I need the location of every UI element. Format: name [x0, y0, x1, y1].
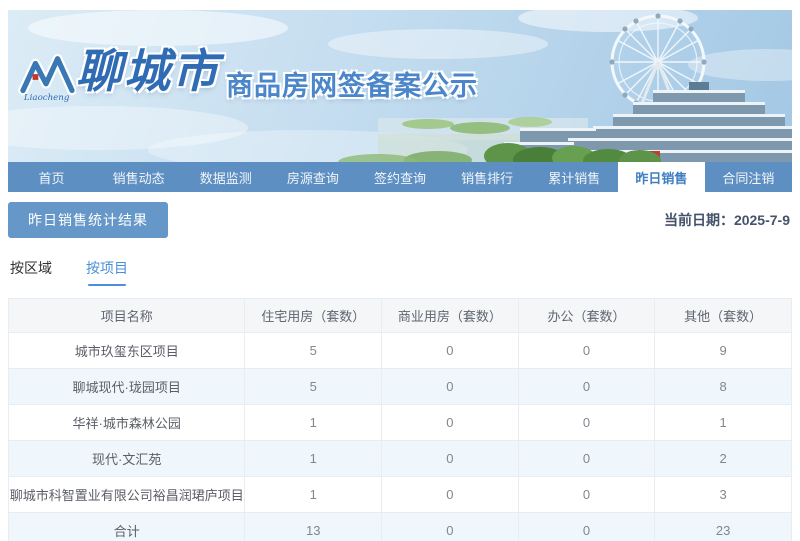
nav-item-listing-search[interactable]: 房源查询	[286, 170, 339, 186]
cell-other: 2	[654, 440, 792, 477]
cell-office: 0	[517, 368, 656, 405]
cell-residential: 5	[244, 368, 383, 405]
main-nav: 首页 销售动态 数据监测 房源查询 签约查询 销售排行 累计销售 昨日销售 合同…	[8, 162, 792, 192]
nav-item-data-monitor[interactable]: 数据监测	[199, 170, 252, 186]
cell-project-name: 聊城现代·珑园项目	[7, 368, 246, 405]
cell-project-name: 聊城市科智置业有限公司裕昌润珺庐项目	[7, 476, 246, 513]
cell-commercial: 0	[381, 440, 519, 477]
nav-item-sales-ranking[interactable]: 销售排行	[461, 170, 514, 186]
cell-other: 3	[654, 476, 792, 513]
cell-office: 0	[517, 332, 656, 369]
current-date: 当前日期：2025-7-9	[664, 210, 792, 230]
cell-office: 0	[517, 476, 656, 513]
cell-office: 0	[517, 404, 656, 441]
cell-commercial-total: 0	[381, 512, 519, 541]
cell-residential: 1	[244, 404, 383, 441]
cell-commercial: 0	[381, 476, 519, 513]
cell-residential-total: 13	[244, 512, 383, 541]
site-banner: Liaocheng 聊城市 商品房网签备案公示	[8, 10, 792, 162]
table-header-row: 项目名称 住宅用房（套数） 商业用房（套数） 办公（套数） 其他（套数）	[7, 298, 792, 333]
cell-commercial: 0	[381, 404, 519, 441]
cell-residential: 5	[244, 332, 383, 369]
city-logo-icon: Liaocheng	[18, 53, 76, 102]
cell-other-total: 23	[654, 512, 792, 541]
table-row-total: 合计 13 0 0 23	[7, 512, 792, 541]
cell-other: 8	[654, 368, 792, 405]
table-row: 聊城现代·珑园项目 5 0 0 8	[7, 368, 792, 405]
nav-item-yesterday-sales[interactable]: 昨日销售	[617, 162, 705, 192]
cell-office: 0	[517, 440, 656, 477]
view-tabs: 按区域 按项目	[8, 258, 792, 286]
nav-item-home[interactable]: 首页	[38, 170, 65, 186]
cell-total-label: 合计	[7, 512, 246, 541]
col-header-residential: 住宅用房（套数）	[244, 298, 383, 333]
current-date-label: 当前日期：	[663, 212, 734, 228]
trees-graphic	[338, 143, 661, 162]
yesterday-sales-result-button[interactable]: 昨日销售统计结果	[8, 202, 168, 238]
logo-script-label: Liaocheng	[23, 93, 70, 102]
tab-by-project[interactable]: 按项目	[86, 258, 128, 286]
nav-item-cumulative-sales[interactable]: 累计销售	[548, 170, 601, 186]
cell-project-name: 城市玖玺东区项目	[7, 332, 246, 369]
tab-by-region[interactable]: 按区域	[10, 260, 52, 276]
table-row: 华祥·城市森林公园 1 0 0 1	[7, 404, 792, 441]
cell-office-total: 0	[517, 512, 656, 541]
col-header-office: 办公（套数）	[517, 298, 656, 333]
cell-other: 1	[654, 404, 792, 441]
col-header-commercial: 商业用房（套数）	[381, 298, 519, 333]
col-header-project-name: 项目名称	[7, 298, 246, 333]
current-date-value: 2025-7-9	[733, 212, 790, 228]
nav-item-sales-trends[interactable]: 销售动态	[112, 170, 165, 186]
nav-item-contract-search[interactable]: 签约查询	[373, 170, 426, 186]
cell-other: 9	[654, 332, 792, 369]
table-row: 聊城市科智置业有限公司裕昌润珺庐项目 1 0 0 3	[7, 476, 792, 513]
cell-project-name: 现代·文汇苑	[7, 440, 246, 477]
nav-item-contract-cancellation[interactable]: 合同注销	[722, 170, 775, 186]
banner-scenery	[8, 10, 792, 162]
sales-table: 项目名称 住宅用房（套数） 商业用房（套数） 办公（套数） 其他（套数） 城市玖…	[7, 298, 792, 541]
cell-residential: 1	[244, 440, 383, 477]
city-name-title: 聊城市	[76, 44, 220, 98]
table-row: 城市玖玺东区项目 5 0 0 9	[7, 332, 792, 369]
content-header: 昨日销售统计结果 当前日期：2025-7-9	[8, 202, 792, 238]
ferris-wheel-graphic	[609, 13, 707, 115]
banner-subtitle: 商品房网签备案公示	[226, 71, 478, 101]
cell-project-name: 华祥·城市森林公园	[7, 404, 246, 441]
cell-residential: 1	[244, 476, 383, 513]
cell-commercial: 0	[381, 332, 519, 369]
cell-commercial: 0	[381, 368, 519, 405]
col-header-other: 其他（套数）	[654, 298, 792, 333]
table-row: 现代·文汇苑 1 0 0 2	[7, 440, 792, 477]
